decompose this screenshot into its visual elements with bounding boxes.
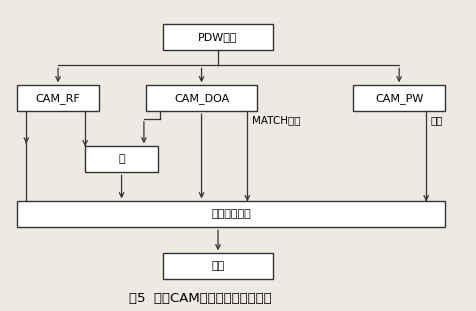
Text: 地址: 地址 bbox=[431, 115, 443, 125]
Text: CAM_DOA: CAM_DOA bbox=[174, 93, 229, 104]
Bar bbox=[17, 201, 445, 227]
Bar bbox=[163, 24, 273, 50]
Text: 结果: 结果 bbox=[211, 261, 225, 271]
Bar bbox=[146, 85, 257, 111]
Bar bbox=[85, 146, 158, 172]
Text: CAM_PW: CAM_PW bbox=[375, 93, 423, 104]
Text: MATCH标志: MATCH标志 bbox=[252, 115, 301, 125]
Text: CAM_RF: CAM_RF bbox=[36, 93, 80, 104]
Bar bbox=[353, 85, 445, 111]
Bar bbox=[163, 253, 273, 279]
Text: 雷达编号确定: 雷达编号确定 bbox=[211, 209, 251, 219]
Text: 写: 写 bbox=[118, 154, 125, 164]
Bar bbox=[17, 85, 99, 111]
Text: 图5  基于CAM的关联比较器原理图: 图5 基于CAM的关联比较器原理图 bbox=[129, 292, 272, 305]
Text: PDW输入: PDW输入 bbox=[198, 32, 238, 42]
